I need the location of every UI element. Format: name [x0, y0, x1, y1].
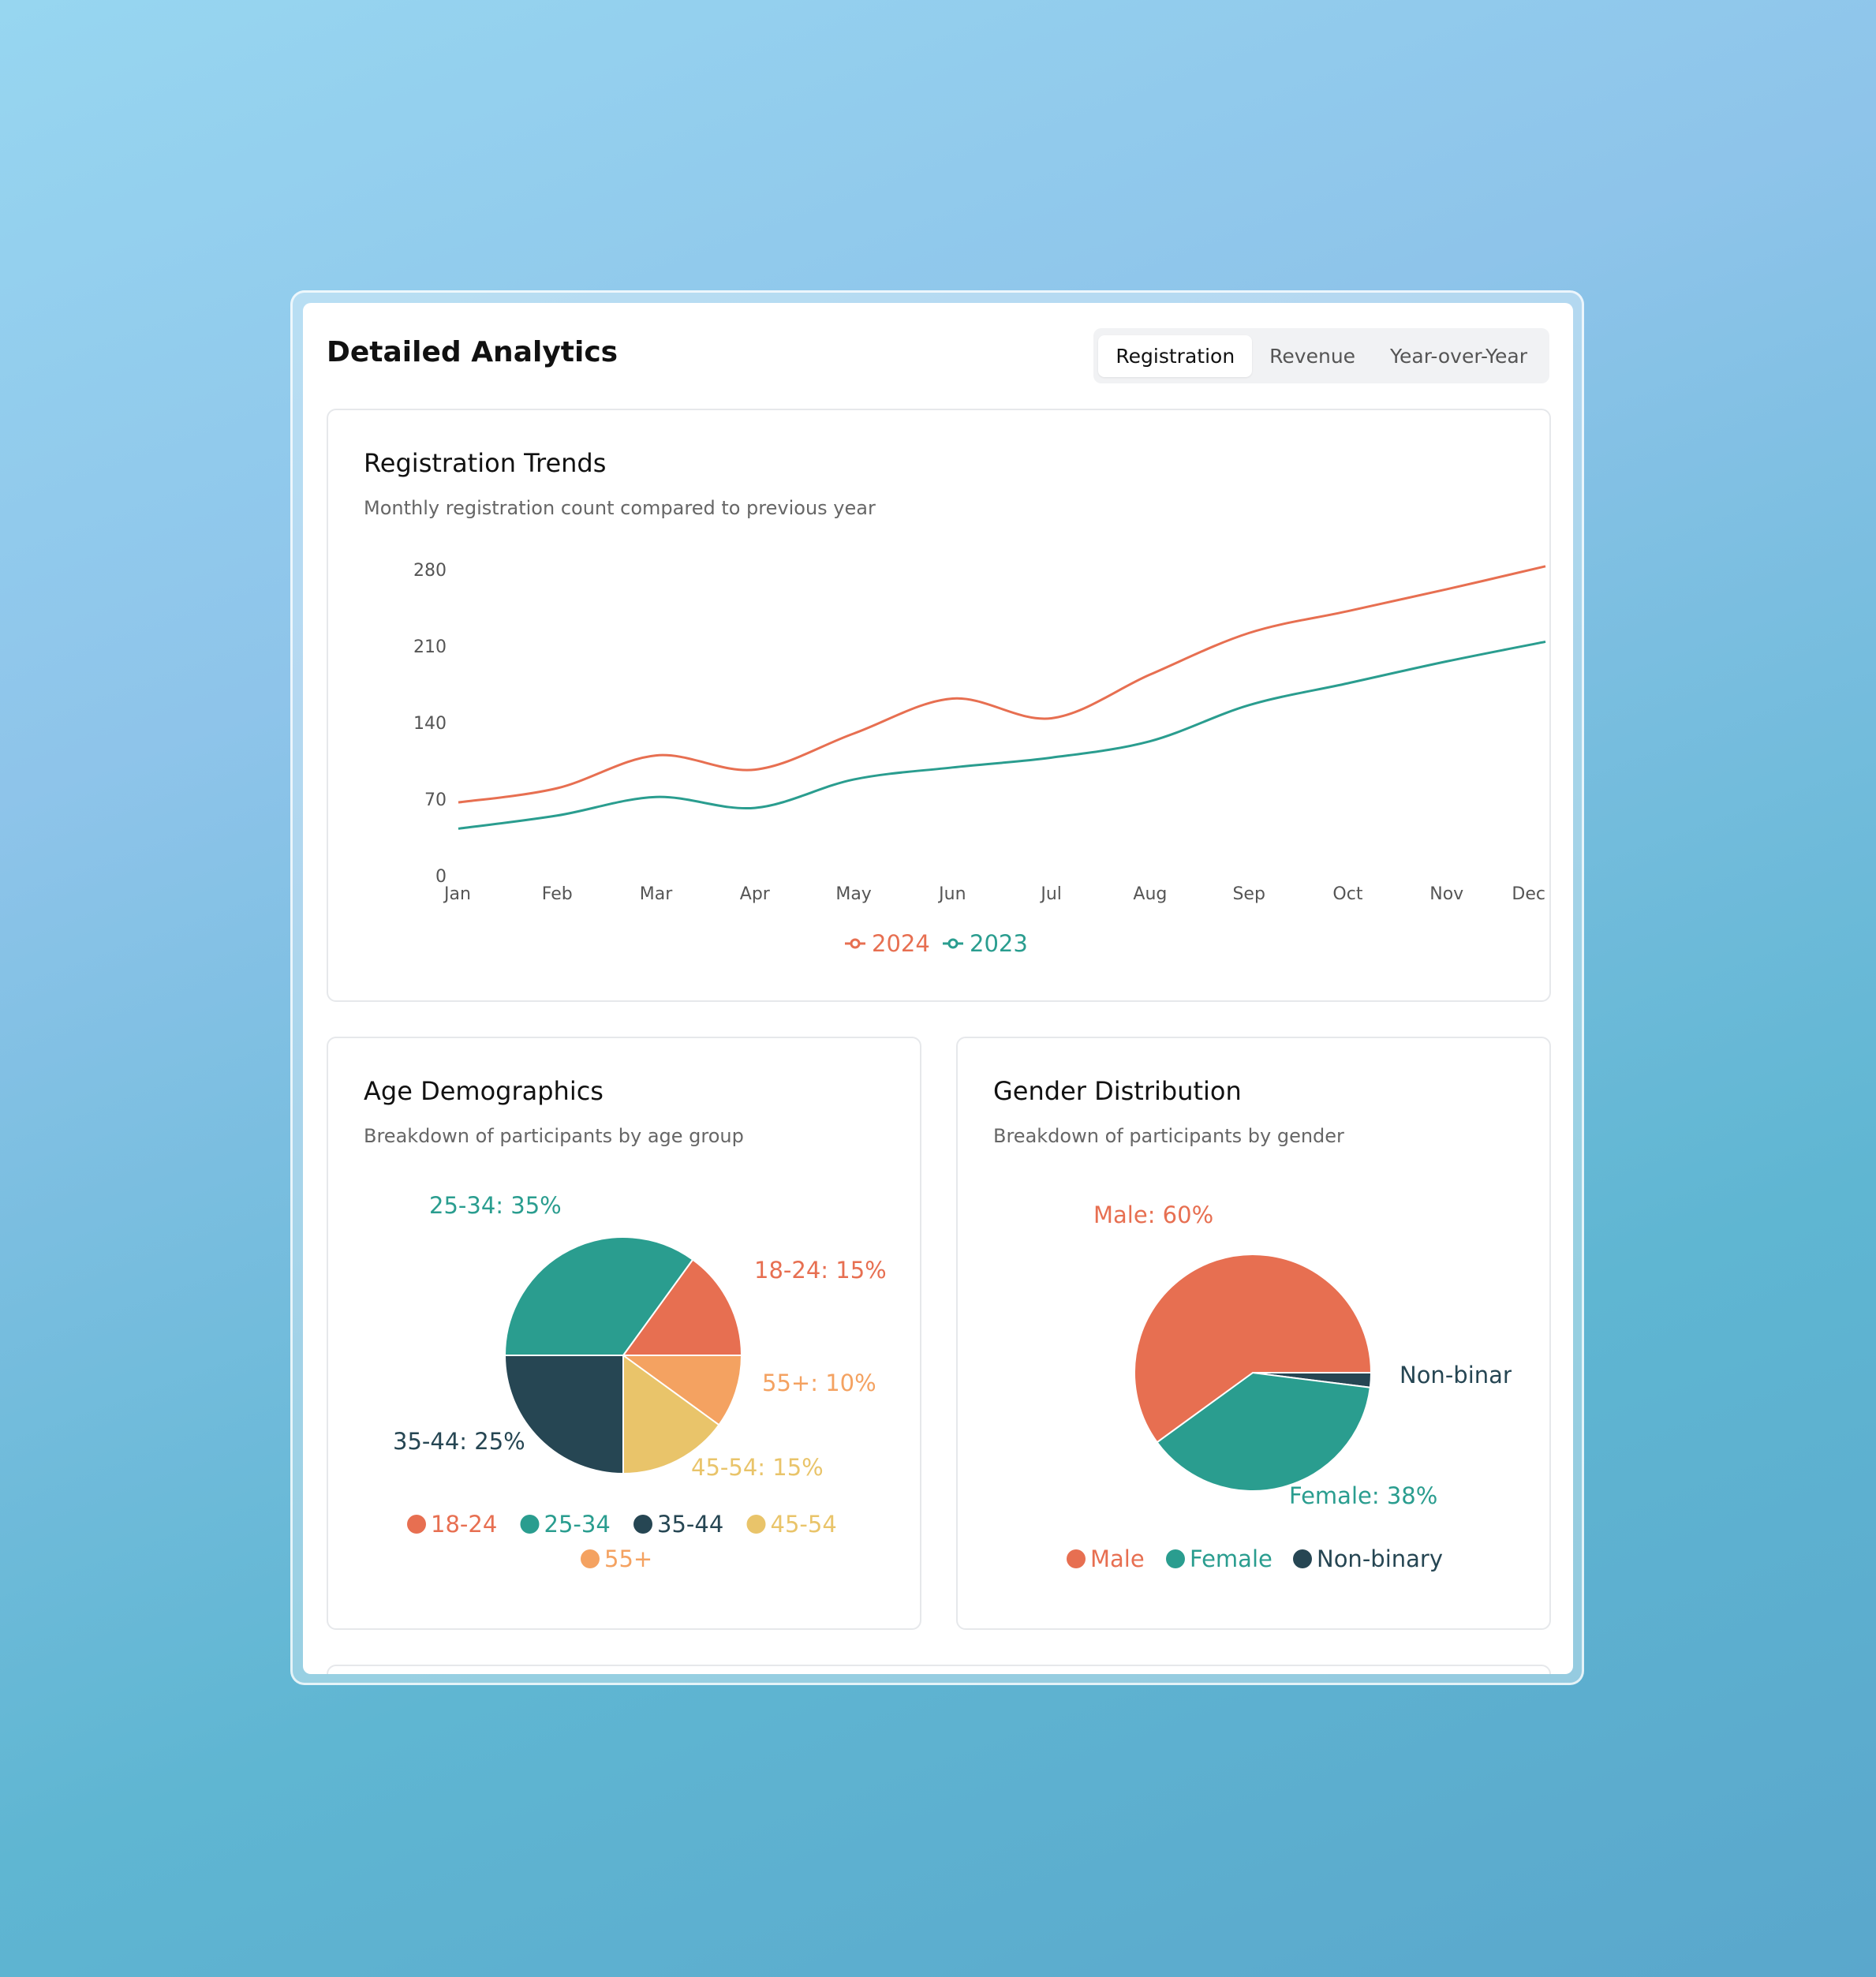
legend-entry-18-24: 18-24: [431, 1511, 497, 1538]
pie-label-Male: Male: 60%: [1093, 1202, 1213, 1228]
x-tick-label: Jan: [443, 884, 471, 904]
legend-entry-2024: 2024: [872, 930, 930, 957]
legend-entry-Non-binary: Non-binary: [1317, 1545, 1443, 1572]
y-tick-label: 280: [413, 561, 447, 581]
gender-pie-chart: Non-binar Female: 38% Male: 60% Male Female N…: [1067, 1202, 1512, 1572]
analytics-panel: Detailed Analytics Registration Revenue …: [303, 303, 1573, 1674]
legend-swatch-Female: [1166, 1549, 1185, 1568]
legend-entry-35-44: 35-44: [657, 1511, 723, 1538]
legend-swatch-55+: [581, 1549, 600, 1568]
legend-swatch-Non-binary: [1293, 1549, 1312, 1568]
pie-label-Non-binary: Non-binar: [1400, 1362, 1512, 1388]
registration-trends-card: Registration Trends Monthly registration…: [327, 409, 1551, 1002]
trend-card-title: Registration Trends: [364, 448, 607, 478]
x-tick-label: Dec: [1512, 884, 1545, 904]
legend-swatch-18-24: [407, 1515, 426, 1534]
pie-label-35-44: 35-44: 25%: [393, 1428, 525, 1455]
tab-registration[interactable]: Registration: [1098, 334, 1253, 377]
series-line-2023: [458, 640, 1546, 830]
x-tick-label: Jun: [937, 884, 966, 904]
pie-slice-55+: [620, 1355, 743, 1426]
x-tick-label: Nov: [1429, 884, 1463, 904]
pie-label-18-24: 18-24: 15%: [754, 1257, 887, 1284]
y-tick-label: 0: [435, 867, 447, 887]
registration-line-chart: 0 70 140 210 280 Jan Feb Mar Apr May Jun Jul Aug Sep O…: [413, 561, 1546, 957]
tab-bar: Registration Revenue Year-over-Year: [1093, 328, 1549, 383]
age-pie-chart: 18-24: 15% 55+: 10% 45-54: 15% 35-44: 25% 25…: [393, 1192, 887, 1572]
y-tick-label: 210: [413, 637, 447, 657]
x-tick-label: Feb: [542, 884, 573, 904]
pie-slice-35-44: [503, 1355, 624, 1475]
legend-marker-dot: [947, 938, 959, 949]
x-tick-label: Apr: [740, 884, 771, 904]
gender-distribution-card: Gender Distribution Breakdown of partici…: [956, 1037, 1551, 1630]
gender-chart-group: Non-binar Female: 38% Male: 60% Male Female N…: [1067, 1202, 1512, 1572]
x-tick-label: Jul: [1039, 884, 1062, 904]
pie-label-25-34: 25-34: 35%: [429, 1192, 562, 1219]
pie-slice-Female: [1156, 1371, 1371, 1492]
legend-entry-55+: 55+: [604, 1545, 652, 1572]
legend-entry-2023: 2023: [970, 930, 1028, 957]
y-tick-label: 70: [424, 790, 447, 810]
age-card-title: Age Demographics: [364, 1076, 604, 1106]
legend-swatch-Male: [1067, 1549, 1086, 1568]
age-demographics-card: Age Demographics Breakdown of participan…: [327, 1037, 921, 1630]
legend-marker-dot: [850, 938, 861, 949]
tab-year-over-year[interactable]: Year-over-Year: [1390, 344, 1527, 368]
legend-swatch-35-44: [633, 1515, 652, 1534]
legend-swatch-45-54: [746, 1515, 766, 1534]
legend-entry-45-54: 45-54: [771, 1511, 837, 1538]
series-line-2024: [458, 565, 1546, 804]
x-tick-label: May: [835, 884, 871, 904]
page-title: Detailed Analytics: [327, 336, 618, 368]
gender-card-subtitle: Breakdown of participants by gender: [993, 1125, 1344, 1147]
next-card-peek: [327, 1665, 1551, 1674]
gender-card-title: Gender Distribution: [993, 1076, 1242, 1106]
tab-revenue[interactable]: Revenue: [1269, 344, 1356, 368]
x-tick-label: Mar: [640, 884, 673, 904]
pie-slice-Male: [1134, 1254, 1373, 1444]
pie-label-55+: 55+: 10%: [762, 1370, 876, 1396]
trend-card-subtitle: Monthly registration count compared to p…: [364, 497, 876, 519]
x-tick-label: Sep: [1232, 884, 1265, 904]
x-tick-label: Oct: [1332, 884, 1362, 904]
legend-swatch-25-34: [520, 1515, 540, 1534]
y-tick-label: 140: [413, 714, 447, 734]
pie-label-Female: Female: 38%: [1289, 1482, 1437, 1509]
pie-slice-45-54: [622, 1354, 720, 1475]
pie-slice-25-34: [503, 1236, 694, 1356]
x-tick-label: Aug: [1133, 884, 1167, 904]
pie-slice-18-24: [622, 1258, 743, 1356]
pie-label-45-54: 45-54: 15%: [691, 1454, 824, 1481]
legend-entry-25-34: 25-34: [544, 1511, 611, 1538]
legend-entry-Male: Male: [1090, 1545, 1145, 1572]
age-card-subtitle: Breakdown of participants by age group: [364, 1125, 744, 1147]
legend-entry-Female: Female: [1190, 1545, 1272, 1572]
